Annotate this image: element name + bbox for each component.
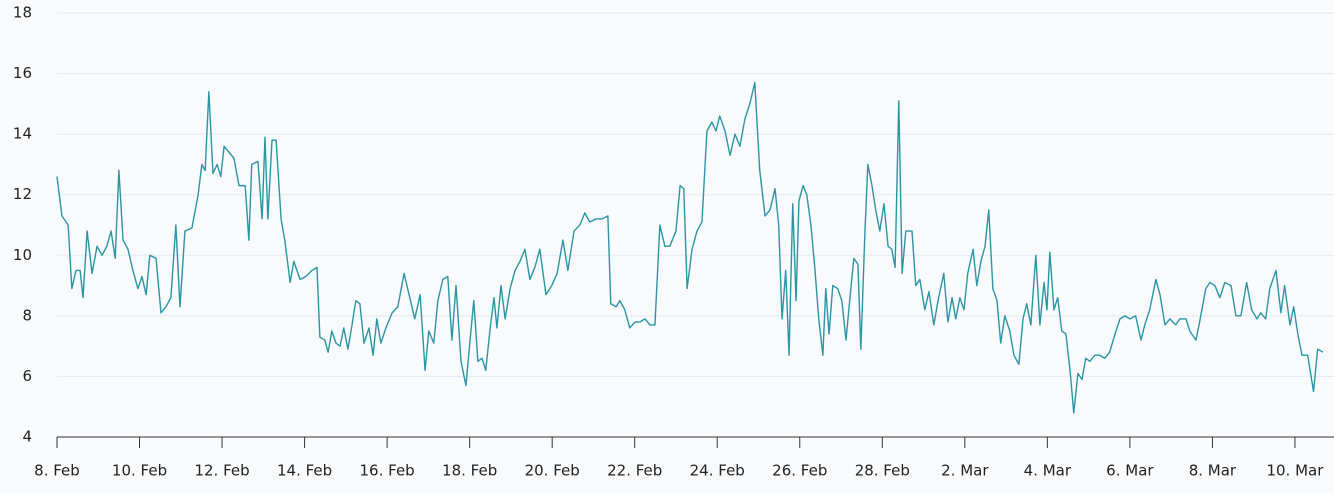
- data-line: [56, 81, 1324, 414]
- x-tick-label: 10. Mar: [1266, 462, 1324, 480]
- x-tick-label: 22. Feb: [607, 462, 662, 480]
- y-tick-label: 6: [22, 367, 32, 385]
- x-tick-label: 8. Mar: [1189, 462, 1237, 480]
- y-tick-label: 12: [13, 185, 32, 203]
- x-tick-label: 6. Mar: [1106, 462, 1154, 480]
- y-tick-label: 8: [22, 306, 32, 324]
- x-tick-label: 24. Feb: [690, 462, 745, 480]
- y-tick-label: 4: [22, 428, 32, 446]
- y-tick-label: 10: [13, 246, 32, 264]
- x-tick-label: 8. Feb: [34, 462, 80, 480]
- x-tick-label: 26. Feb: [772, 462, 827, 480]
- x-tick-label: 4. Mar: [1024, 462, 1072, 480]
- x-tick-label: 14. Feb: [277, 462, 332, 480]
- x-tick-label: 18. Feb: [442, 462, 497, 480]
- x-tick-label: 16. Feb: [360, 462, 415, 480]
- x-tick-label: 12. Feb: [194, 462, 249, 480]
- x-tick-label: 2. Mar: [941, 462, 989, 480]
- y-tick-label: 18: [13, 4, 32, 22]
- x-tick-label: 20. Feb: [525, 462, 580, 480]
- x-tick-label: 10. Feb: [112, 462, 167, 480]
- y-tick-label: 14: [13, 125, 32, 143]
- y-tick-label: 16: [13, 64, 32, 82]
- x-tick-label: 28. Feb: [855, 462, 910, 480]
